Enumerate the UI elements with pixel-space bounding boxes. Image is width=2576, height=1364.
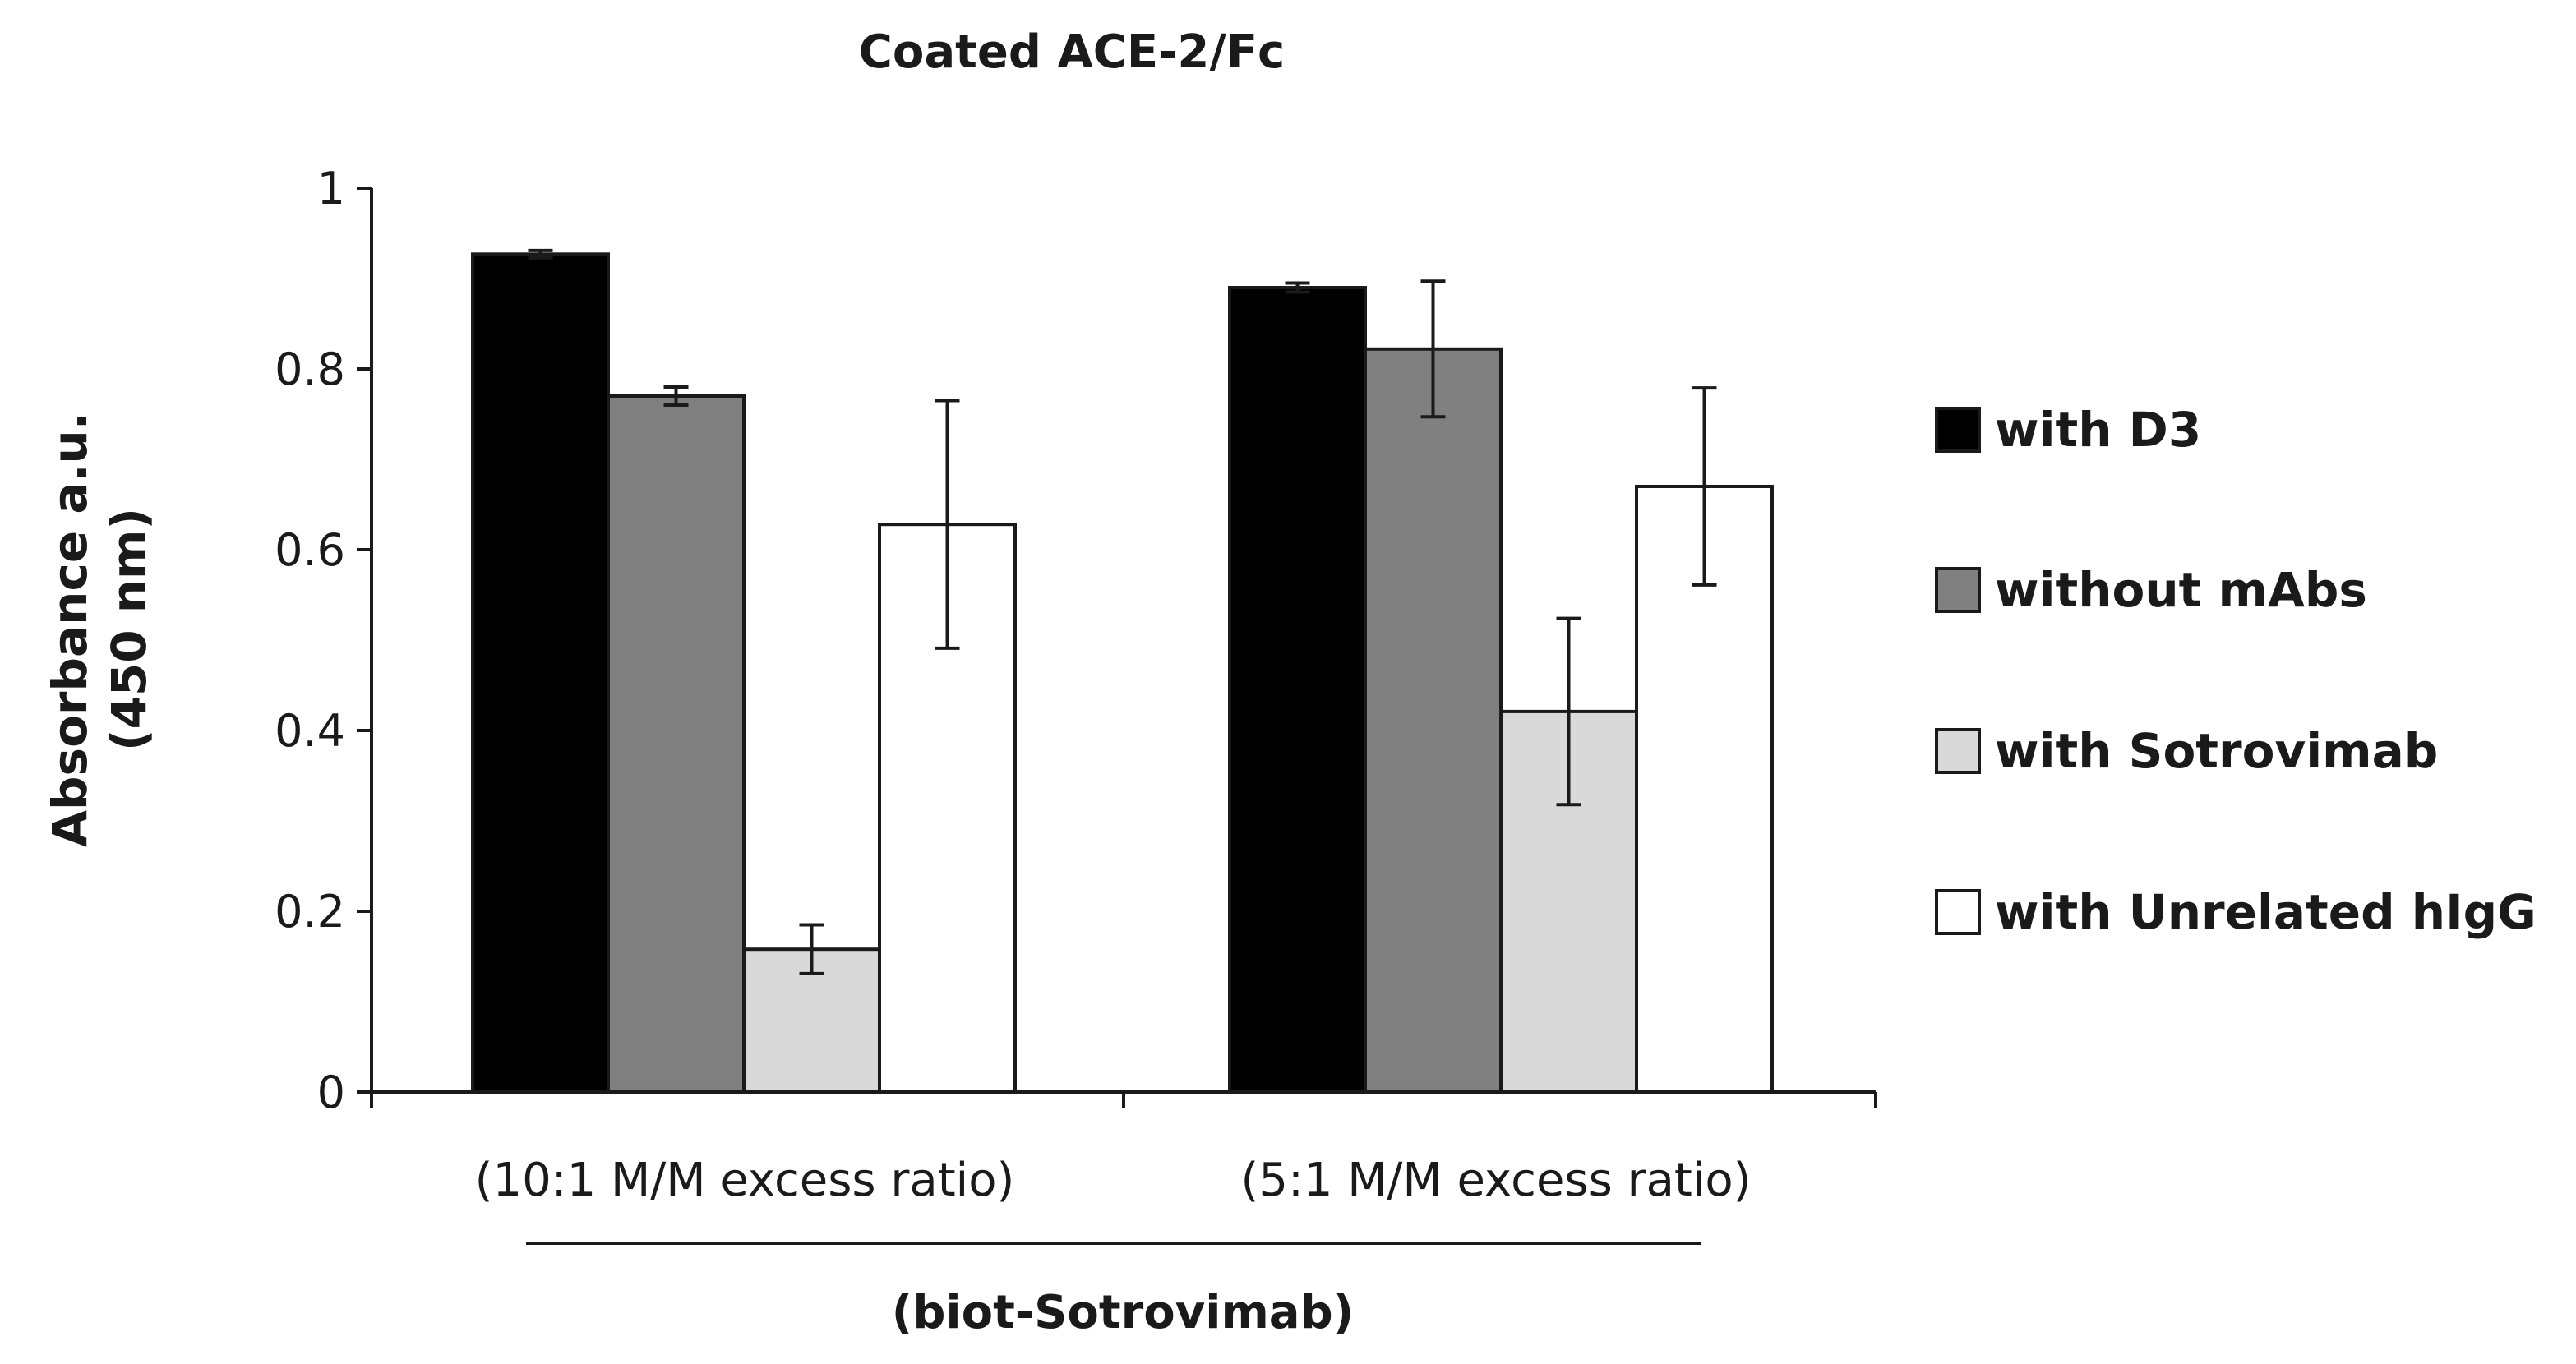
error-bar-3-0 xyxy=(935,399,960,650)
legend-swatch-1 xyxy=(1935,567,1981,613)
x-category-label-0: (10:1 M/M excess ratio) xyxy=(475,1154,1015,1207)
bars-layer xyxy=(471,252,1774,1094)
legend-label-1: without mAbs xyxy=(1995,562,2367,618)
x-category-label-1: (5:1 M/M excess ratio) xyxy=(1240,1154,1751,1207)
error-bar-2-1 xyxy=(1556,616,1581,807)
y-axis-label: Absorbance a.u. (450 nm) xyxy=(42,412,157,847)
error-bar-1-0 xyxy=(663,385,689,407)
y-tick-label-3: 0.6 xyxy=(275,524,345,576)
error-bar-2-0 xyxy=(799,923,824,975)
chart-title: Coated ACE-2/Fc xyxy=(859,25,1286,79)
legend-swatch-3 xyxy=(1935,889,1981,935)
y-tick-label-0: 0 xyxy=(317,1067,345,1118)
legend-label-0: with D3 xyxy=(1995,402,2201,458)
legend-swatch-0 xyxy=(1935,407,1981,453)
y-tick-label-2: 0.4 xyxy=(275,705,345,757)
bar-1-0 xyxy=(607,394,746,1094)
error-bar-0-1 xyxy=(1285,281,1310,294)
axes-layer: 0 0.2 0.4 0.6 0.8 1 xyxy=(275,163,1877,1118)
y-tick-label-1: 0.2 xyxy=(275,886,345,938)
y-axis-label-line1: Absorbance a.u. xyxy=(42,412,98,847)
legend-label-2: with Sotrovimab xyxy=(1995,723,2438,779)
error-bar-3-1 xyxy=(1692,386,1717,587)
legend: with D3 without mAbs with Sotrovimab with U… xyxy=(1935,402,2537,940)
error-bars-layer xyxy=(528,248,1717,975)
error-bar-1-1 xyxy=(1420,279,1446,419)
legend-swatch-2 xyxy=(1935,728,1981,774)
y-axis-label-line2: (450 nm) xyxy=(101,508,157,751)
legend-label-3: with Unrelated hIgG xyxy=(1995,884,2537,940)
bar-3-1 xyxy=(1635,485,1774,1094)
bar-0-1 xyxy=(1228,286,1367,1094)
bar-1-1 xyxy=(1364,347,1503,1094)
bar-0-0 xyxy=(471,252,610,1094)
y-tick-label-5: 1 xyxy=(317,163,345,214)
group-label: (biot-Sotrovimab) xyxy=(892,1286,1355,1339)
y-tick-label-4: 0.8 xyxy=(275,343,345,395)
error-bar-0-0 xyxy=(528,248,553,260)
